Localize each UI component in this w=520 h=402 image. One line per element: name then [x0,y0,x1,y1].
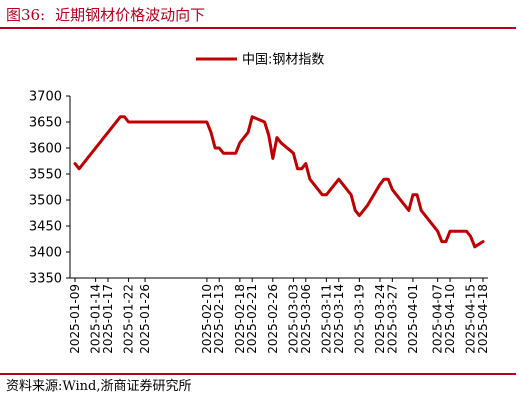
x-tick-label: 2025-01-17 [101,284,115,354]
series-line [73,115,485,249]
x-tick-label: 2025-01-26 [138,284,152,354]
footer-rule [0,373,516,375]
figure-number: 图36: [6,6,46,24]
y-tick-label: 3550 [29,168,62,183]
y-tick-label: 3450 [29,220,62,235]
x-tick-label: 2025-03-11 [319,284,333,354]
x-tick-label: 2025-02-13 [212,284,226,354]
x-tick-label: 2025-02-21 [245,284,259,354]
figure-title-text: 近期钢材价格波动向下 [55,6,206,24]
y-tick-label: 3650 [29,116,62,131]
y-tick-label: 3600 [29,142,62,157]
x-tick-label: 2025-04-18 [476,284,490,354]
y-tick-label: 3500 [29,194,62,209]
x-tick-label: 2025-04-07 [431,284,445,354]
x-tick-label: 2025-03-27 [385,284,399,354]
legend-label: 中国:钢材指数 [242,53,324,68]
x-tick-label: 2025-02-10 [200,284,214,354]
y-tick-label: 3350 [29,272,62,287]
x-tick-label: 2025-01-09 [68,284,82,354]
x-tick-label: 2025-03-06 [299,284,313,354]
x-tick-label: 2025-03-24 [373,284,387,354]
source-note: 资料来源:Wind,浙商证券研究所 [6,379,192,394]
y-tick-label: 3700 [29,90,62,105]
line-chart: 3350 3400 3450 3500 3550 3600 3650 3700 2025-01-… [29,53,490,354]
x-tick-label: 2025-04-10 [443,284,457,354]
x-tick-label: 2025-01-14 [89,284,103,354]
x-tick-label: 2025-04-01 [406,284,420,354]
y-tick-label: 3400 [29,246,62,261]
x-tick-label: 2025-03-14 [332,284,346,354]
x-tick-label: 2025-02-18 [233,284,247,354]
x-tick-label: 2025-04-15 [464,284,478,354]
x-tick-label: 2025-01-22 [122,284,136,354]
x-tick-label: 2025-03-19 [352,284,366,354]
x-tick-label: 2025-02-26 [266,284,280,354]
x-tick-label: 2025-03-03 [286,284,300,354]
title-rule [0,27,516,29]
figure-title: 图36: 近期钢材价格波动向下 [6,4,205,26]
